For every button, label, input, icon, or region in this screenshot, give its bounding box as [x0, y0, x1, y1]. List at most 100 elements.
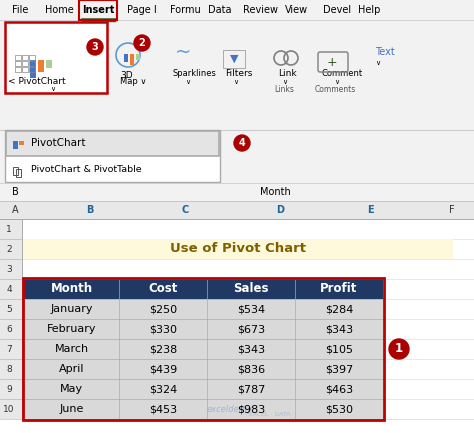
Text: 3: 3: [91, 42, 99, 52]
Text: 8: 8: [6, 365, 12, 374]
Text: February: February: [47, 324, 96, 334]
Bar: [30, 60, 36, 78]
Text: ∨: ∨: [185, 79, 190, 85]
Bar: [24, 359, 383, 379]
Bar: [24, 379, 383, 399]
Text: ~: ~: [175, 42, 191, 61]
Text: Comment: Comment: [322, 70, 363, 78]
Text: $534: $534: [237, 304, 265, 314]
Text: $397: $397: [325, 364, 353, 374]
Text: Month: Month: [260, 187, 291, 197]
Text: +: +: [327, 55, 337, 68]
Text: $105: $105: [325, 344, 353, 354]
Text: $530: $530: [325, 404, 353, 414]
Bar: [5, 130, 220, 182]
Bar: [0, 0, 474, 20]
Bar: [15, 55, 21, 60]
Text: EXCEL · DATA: EXCEL · DATA: [249, 411, 291, 417]
Text: 2: 2: [6, 245, 12, 253]
Text: $324: $324: [149, 384, 177, 394]
Text: Text: Text: [375, 47, 395, 57]
Bar: [130, 54, 134, 65]
Bar: [15, 61, 21, 66]
Text: Cost: Cost: [148, 282, 178, 295]
Text: C: C: [182, 205, 189, 215]
Text: 4: 4: [238, 138, 246, 148]
Text: $343: $343: [325, 324, 353, 334]
Text: Comments: Comments: [314, 85, 356, 94]
Bar: [23, 278, 384, 420]
Text: $330: $330: [149, 324, 177, 334]
Bar: [79, 0, 117, 20]
Bar: [6, 131, 219, 156]
Bar: [0, 339, 22, 359]
Text: $238: $238: [149, 344, 177, 354]
Text: Links: Links: [274, 85, 294, 94]
Bar: [0, 259, 22, 279]
Bar: [23, 239, 453, 259]
Circle shape: [134, 35, 150, 51]
Bar: [0, 20, 474, 95]
Text: $463: $463: [325, 384, 353, 394]
Text: ∨: ∨: [334, 79, 339, 85]
Text: ▼: ▼: [230, 54, 238, 64]
Bar: [19, 141, 24, 145]
Text: D: D: [276, 205, 284, 215]
Bar: [16, 169, 21, 177]
Text: 9: 9: [6, 385, 12, 394]
Text: January: January: [50, 304, 93, 314]
Bar: [29, 61, 35, 66]
Bar: [0, 201, 474, 219]
Text: ∨: ∨: [282, 79, 287, 85]
Text: $787: $787: [237, 384, 265, 394]
Bar: [15, 67, 21, 72]
Text: 10: 10: [3, 404, 15, 414]
Text: 1: 1: [395, 343, 403, 355]
Text: 6: 6: [6, 324, 12, 333]
Bar: [38, 60, 44, 72]
Bar: [0, 299, 22, 319]
Bar: [29, 67, 35, 72]
Bar: [13, 167, 18, 175]
Bar: [22, 55, 28, 60]
Bar: [22, 61, 28, 66]
Text: June: June: [59, 404, 84, 414]
Text: Home: Home: [45, 5, 74, 15]
Bar: [0, 319, 22, 339]
Text: exceldemy: exceldemy: [207, 404, 253, 414]
Text: 2: 2: [138, 38, 146, 48]
Text: PivotChart: PivotChart: [31, 138, 85, 148]
Text: 3D: 3D: [120, 71, 133, 80]
Text: 3: 3: [6, 265, 12, 274]
Bar: [0, 279, 22, 299]
Text: Sparklines: Sparklines: [173, 70, 217, 78]
Text: F: F: [449, 205, 455, 215]
Bar: [22, 67, 28, 72]
Bar: [29, 55, 35, 60]
Bar: [24, 319, 383, 339]
Text: 7: 7: [6, 345, 12, 353]
Bar: [13, 141, 18, 149]
Bar: [0, 359, 22, 379]
Text: ∨: ∨: [375, 60, 380, 66]
Text: 5: 5: [6, 304, 12, 313]
Text: Filters: Filters: [225, 70, 252, 78]
Text: $983: $983: [237, 404, 265, 414]
Text: Insert: Insert: [82, 5, 114, 15]
Text: $439: $439: [149, 364, 177, 374]
Text: April: April: [59, 364, 84, 374]
Text: Use of Pivot Chart: Use of Pivot Chart: [170, 242, 306, 255]
Circle shape: [234, 135, 250, 151]
Bar: [24, 339, 383, 359]
Text: Month: Month: [50, 282, 92, 295]
Bar: [0, 0, 474, 130]
Bar: [24, 299, 383, 319]
Text: Link: Link: [278, 70, 297, 78]
Bar: [136, 54, 140, 60]
Text: File: File: [12, 5, 28, 15]
Bar: [24, 399, 383, 419]
Bar: [0, 201, 474, 433]
Circle shape: [87, 39, 103, 55]
Text: $836: $836: [237, 364, 265, 374]
Text: Sales: Sales: [233, 282, 269, 295]
